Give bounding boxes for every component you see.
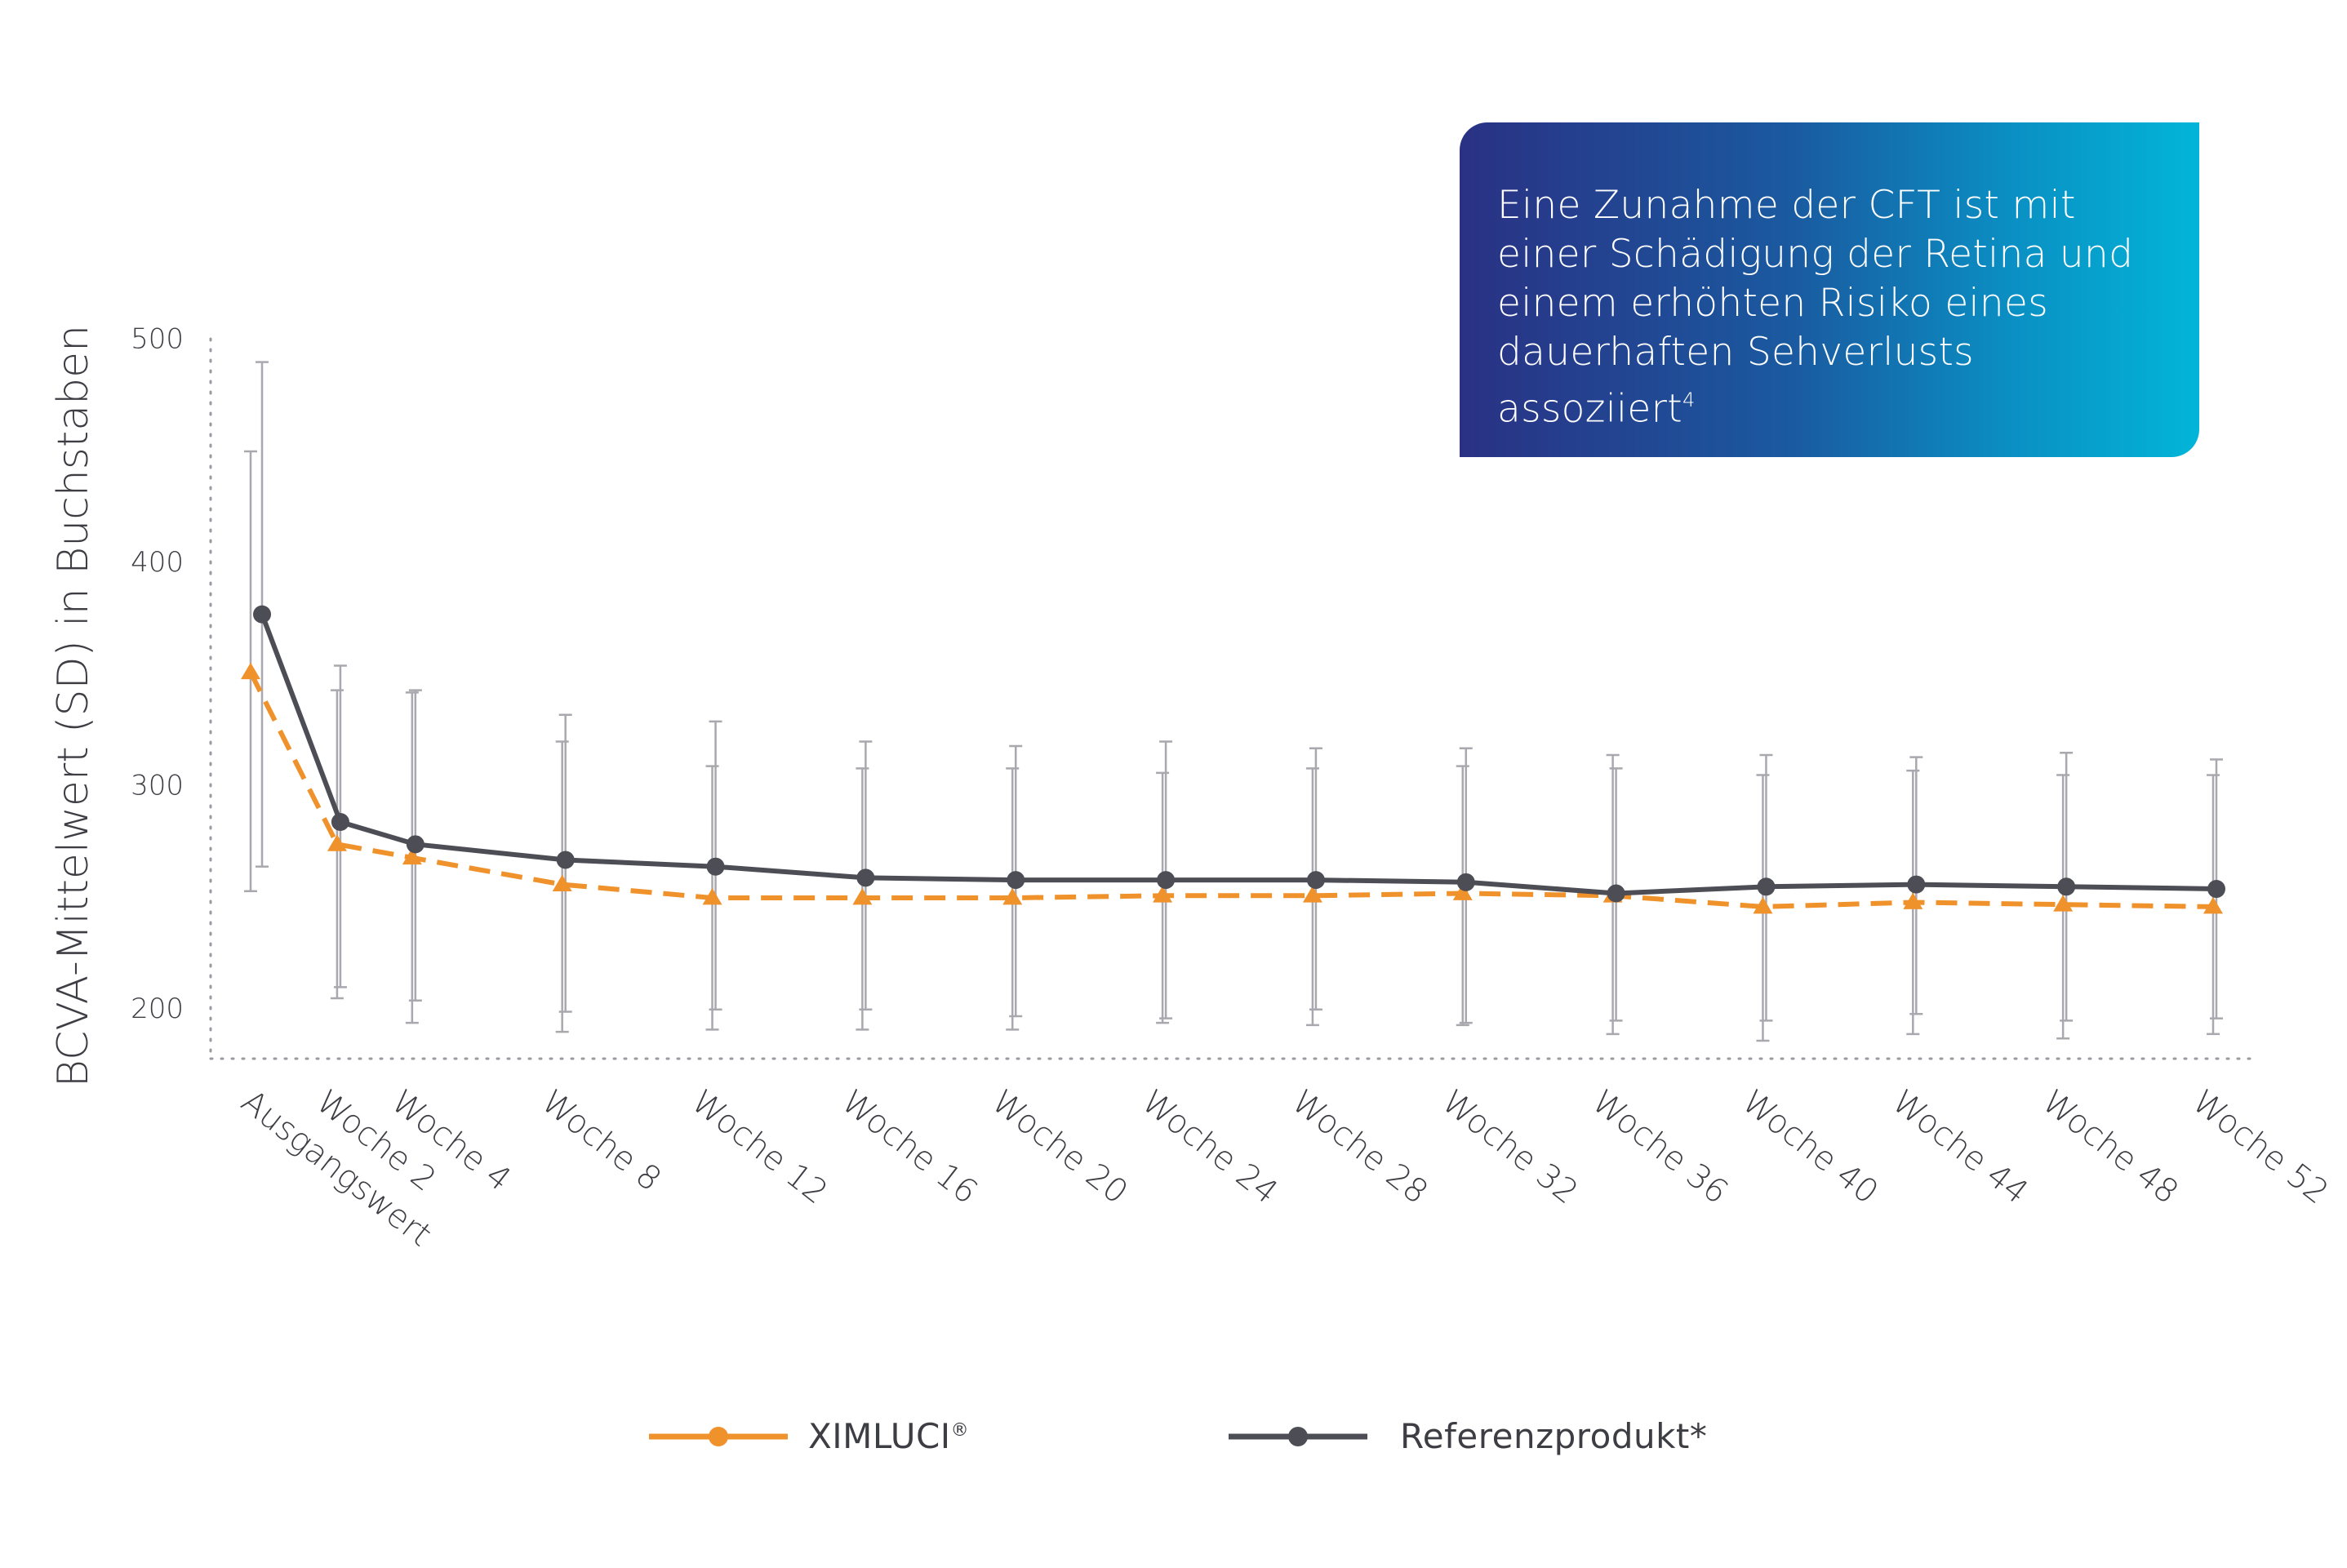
data-point — [1607, 884, 1625, 903]
data-point — [852, 887, 873, 905]
x-tick-label: Woche 32 — [1435, 1083, 1585, 1212]
x-tick-label: Woche 12 — [684, 1083, 834, 1212]
series-line — [260, 613, 2217, 896]
data-point — [552, 874, 572, 891]
data-point — [241, 662, 260, 680]
data-point — [556, 851, 575, 869]
data-point — [2203, 896, 2223, 914]
x-tick-label: Woche 8 — [535, 1083, 669, 1199]
info-callout: Eine Zunahme der CFT ist mit einer Schäd… — [1460, 122, 2199, 457]
data-point — [1007, 871, 1025, 890]
data-point — [1002, 887, 1023, 905]
callout-text: Eine Zunahme der CFT ist mit einer Schäd… — [1497, 181, 2167, 434]
y-tick-label: 500 — [131, 323, 184, 356]
data-point — [2207, 880, 2225, 899]
data-point — [2057, 877, 2076, 896]
data-point — [1452, 883, 1473, 900]
y-tick-label: 200 — [131, 993, 184, 1025]
data-point — [331, 812, 349, 831]
data-point — [1157, 871, 1176, 890]
chart-axes — [209, 337, 2255, 1060]
x-tick-label: Woche 48 — [2035, 1083, 2185, 1212]
legend-label-ximluci: XIMLUCI® — [808, 1416, 970, 1456]
x-tick-label: Woche 44 — [1885, 1083, 2035, 1212]
error-bars — [244, 361, 2223, 1042]
x-tick-label: Woche 20 — [985, 1083, 1135, 1212]
x-tick-label: Woche 40 — [1735, 1083, 1885, 1212]
series-line — [248, 671, 2214, 909]
x-tick-label: Woche 36 — [1585, 1083, 1735, 1212]
callout-body: Eine Zunahme der CFT ist mit einer Schäd… — [1497, 183, 2134, 432]
y-tick-label: 400 — [131, 546, 184, 579]
data-point — [1753, 896, 1773, 914]
chart-legend: XIMLUCI® Referenzprodukt* — [0, 1408, 2347, 1473]
legend-item-ximluci: XIMLUCI® — [649, 1408, 976, 1473]
series-lines — [248, 613, 2217, 909]
legend-swatch-referenzprodukt — [1229, 1427, 1367, 1446]
data-point — [856, 868, 875, 887]
footnote-marker: 4 — [1682, 389, 1696, 411]
data-point — [706, 857, 725, 876]
x-tick-label: Woche 52 — [2185, 1083, 2336, 1212]
data-point — [402, 847, 422, 865]
data-point — [2053, 895, 2074, 912]
data-point — [1302, 886, 1322, 903]
legend-label-referenzprodukt: Referenzprodukt* — [1400, 1416, 1708, 1456]
legend-swatch-ximluci — [649, 1427, 788, 1446]
data-point — [1907, 875, 1926, 894]
data-point — [1153, 886, 1173, 903]
y-tick-labels: 200 300 400 500 — [131, 323, 184, 1026]
data-point — [1903, 892, 1923, 909]
data-point — [1456, 873, 1475, 891]
legend-item-referenzprodukt: Referenzprodukt* — [1229, 1408, 1759, 1473]
x-tick-label: Woche 16 — [834, 1083, 985, 1212]
data-point — [1757, 877, 1776, 896]
data-point — [253, 605, 271, 624]
y-tick-label: 300 — [131, 770, 184, 802]
series-markers — [241, 605, 2225, 914]
x-tick-label: Woche 24 — [1135, 1083, 1285, 1212]
data-point — [406, 835, 425, 854]
x-tick-label: Woche 28 — [1285, 1083, 1435, 1212]
data-point — [702, 887, 722, 905]
y-axis-label: BCVA-Mittelwert (SD) in Buchstaben — [49, 325, 98, 1087]
data-point — [1306, 871, 1325, 890]
data-point — [327, 834, 347, 851]
